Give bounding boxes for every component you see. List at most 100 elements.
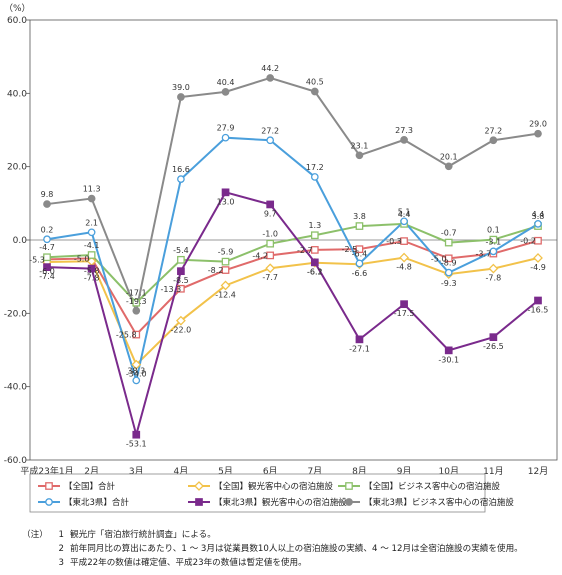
data-label: 38.3: [127, 366, 145, 375]
data-label: -53.1: [126, 440, 147, 449]
data-point: [310, 258, 319, 267]
data-label: 2.1: [85, 218, 98, 227]
data-point: [355, 245, 364, 254]
data-label: -3.7: [476, 250, 492, 259]
x-tick-label: 7月: [307, 466, 322, 477]
legend-label: 【東北3県】合計: [64, 497, 129, 508]
y-tick-label: 40.0: [7, 89, 27, 99]
data-point: [444, 162, 453, 171]
data-point: [310, 173, 319, 181]
data-label: 27.2: [261, 126, 279, 135]
data-point: [177, 175, 185, 183]
data-label: -6.4: [352, 249, 368, 258]
y-tick-label: -40.0: [4, 383, 28, 393]
footnote-prefix: [22, 556, 48, 570]
legend-box: [29, 473, 486, 513]
y-tick-label: 20.0: [7, 163, 27, 173]
x-tick-label: 9月: [397, 466, 412, 477]
data-label: -26.5: [483, 342, 504, 351]
data-point: [400, 237, 408, 245]
data-label: -27.1: [349, 344, 370, 353]
data-point: [489, 235, 498, 244]
data-point: [221, 88, 230, 96]
data-point: [489, 136, 498, 145]
data-label: -12.4: [215, 290, 236, 299]
data-label: 0.2: [41, 225, 54, 234]
data-label: -2.7: [297, 246, 313, 255]
data-point: [444, 238, 453, 247]
data-label: -17.5: [394, 309, 415, 318]
x-tick-label: 6月: [263, 466, 278, 477]
data-label: -34.0: [126, 370, 147, 379]
data-label: -30.1: [438, 355, 459, 364]
footnotes: （注） 1 観光庁「宿泊旅行統計調査」による。 2 前年同月比の算出にあたり、1…: [22, 528, 557, 570]
legend-marker: [345, 482, 353, 490]
data-point: [221, 188, 230, 197]
data-point: [355, 222, 364, 230]
data-point: [43, 253, 51, 262]
data-label: -0.2: [520, 237, 536, 246]
data-label: 29.0: [529, 120, 547, 129]
data-point: [534, 236, 542, 245]
data-point: [87, 251, 96, 259]
legend-marker: [195, 498, 203, 506]
data-label: -7.8: [486, 274, 502, 283]
footnote-number: 1: [58, 530, 64, 540]
data-point: [444, 268, 453, 277]
series-line: [46, 256, 539, 367]
footnote-number: 2: [58, 544, 64, 554]
data-label: 9.8: [41, 190, 54, 199]
legend-label: 【全国】合計: [64, 481, 116, 492]
data-point: [489, 247, 498, 256]
data-label: -0.7: [441, 229, 457, 238]
data-point: [177, 284, 185, 293]
data-label: -22.0: [171, 326, 192, 335]
data-point: [266, 74, 275, 82]
data-label: 3.8: [532, 212, 545, 221]
footnote-number: 3: [58, 558, 64, 568]
data-point: [132, 298, 141, 307]
data-label: -5.8: [84, 266, 100, 275]
data-label: -6.1: [307, 267, 323, 276]
data-label: -19.3: [126, 297, 147, 306]
data-label: 9.7: [264, 209, 277, 218]
data-point: [131, 359, 142, 370]
data-label: -5.0: [431, 254, 447, 263]
data-point: [132, 376, 141, 385]
data-label: -13.3: [161, 285, 182, 294]
legend-marker: [194, 481, 204, 491]
data-point: [400, 136, 408, 144]
data-point: [534, 129, 542, 138]
data-label: -5.3: [29, 255, 45, 264]
data-label: 5.1: [398, 207, 411, 216]
x-tick-label: 3月: [129, 466, 144, 477]
data-label: -5.9: [218, 248, 234, 257]
footnote-1: （注） 1 観光庁「宿泊旅行統計調査」による。: [22, 528, 557, 542]
data-point: [400, 217, 408, 226]
data-point: [400, 300, 408, 309]
footnote-text: 観光庁「宿泊旅行統計調査」による。: [70, 530, 216, 540]
y-tick-label: 60.0: [7, 16, 27, 26]
data-point: [132, 430, 141, 439]
y-tick-label: 0.0: [13, 236, 28, 246]
x-tick-label: 5月: [218, 466, 233, 477]
data-point: [265, 263, 276, 274]
data-label: -4.8: [396, 263, 412, 272]
data-label: -8.2: [208, 266, 224, 275]
data-point: [444, 346, 453, 355]
data-point: [43, 263, 51, 271]
data-point: [175, 315, 186, 326]
data-point: [310, 231, 319, 240]
data-label: -4.7: [39, 243, 55, 252]
footnote-text: 前年同月比の算出にあたり、1 ～ 3月は従業員数10人以上の宿泊施設の実績、4 …: [70, 544, 523, 554]
data-label: 16.6: [172, 165, 190, 174]
data-point: [43, 200, 51, 208]
data-label: -17.1: [126, 289, 147, 298]
y-axis-label: （%）: [4, 3, 31, 14]
data-label: 39.0: [172, 83, 190, 92]
data-label: 4.4: [398, 210, 411, 219]
series-line: [46, 76, 539, 315]
data-point: [87, 194, 96, 203]
data-point: [221, 257, 230, 266]
series-line: [46, 191, 539, 439]
